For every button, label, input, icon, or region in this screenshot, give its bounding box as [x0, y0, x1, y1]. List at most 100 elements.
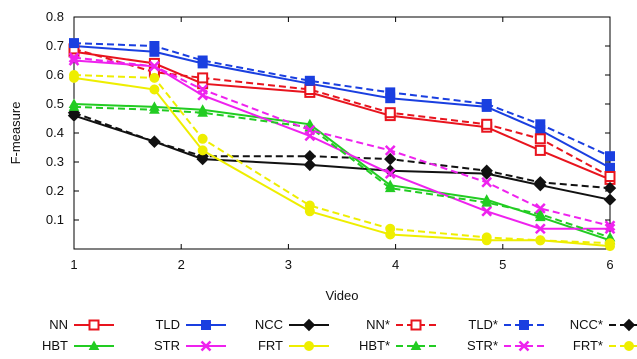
data-point	[69, 38, 79, 49]
legend-marker	[302, 318, 316, 332]
legend-item: TLD*	[468, 317, 544, 332]
data-point	[480, 164, 493, 177]
data-point	[481, 99, 492, 109]
legend-label: FRT	[258, 338, 283, 353]
legend-label: STR*	[467, 338, 498, 353]
legend-marker	[200, 340, 212, 352]
x-tick-label: 4	[392, 257, 399, 272]
data-point	[149, 72, 160, 83]
legend: NN TLD NCC NN* TLD* NCC* HBT STR FRT HBT* STR* FRT*	[42, 317, 637, 353]
series-str-star	[68, 52, 616, 232]
legend-item: NN*	[366, 317, 436, 332]
data-point	[605, 151, 615, 162]
series-hbt-star	[68, 101, 616, 242]
legend-item: FRT	[258, 338, 329, 353]
data-point	[534, 133, 546, 145]
legend-item: TLD	[155, 317, 226, 332]
legend-label: HBT	[42, 338, 68, 353]
data-point	[534, 176, 547, 189]
series-nn-star	[68, 43, 616, 182]
data-point	[197, 55, 208, 66]
series-frt	[69, 72, 615, 252]
legend-marker	[410, 319, 422, 331]
data-point	[384, 168, 396, 179]
data-point	[303, 149, 317, 163]
series-line	[73, 47, 611, 178]
y-tick-label: 0.7	[46, 38, 64, 53]
data-point	[69, 70, 79, 80]
data-point	[481, 232, 492, 243]
series-line	[73, 56, 611, 227]
data-point	[197, 145, 208, 156]
x-tick-label: 3	[285, 257, 292, 272]
series-ncc-star	[67, 106, 617, 195]
series-line	[73, 45, 611, 169]
y-tick-label: 0.5	[46, 96, 64, 111]
legend-item: HBT*	[359, 338, 436, 353]
legend-item: NCC	[255, 317, 329, 332]
data-point	[481, 118, 493, 130]
data-point	[304, 200, 315, 211]
data-point	[534, 144, 546, 156]
legend-marker	[304, 341, 314, 351]
legend-item: STR*	[467, 338, 544, 353]
legend-marker	[519, 320, 529, 330]
legend-item: NN	[49, 317, 114, 332]
legend-marker	[624, 341, 634, 351]
y-tick-label: 0.3	[46, 154, 64, 169]
series-line	[73, 105, 611, 239]
data-point	[385, 87, 396, 98]
y-tick-label: 0.6	[46, 67, 64, 82]
data-point	[149, 104, 160, 114]
legend-label: TLD*	[468, 317, 498, 332]
data-point	[385, 223, 396, 234]
series-tld-star	[69, 38, 615, 162]
legend-marker	[410, 340, 422, 350]
data-point	[534, 208, 546, 219]
series-line	[73, 50, 611, 181]
data-point	[149, 60, 160, 72]
data-point	[535, 119, 546, 130]
legend-label: HBT*	[359, 338, 390, 353]
legend-item: HBT	[42, 338, 114, 353]
y-axis-ticks: 0.1 0.2 0.3 0.4 0.5 0.6 0.7 0.8	[46, 9, 610, 227]
series-frt-star	[69, 70, 615, 249]
legend-label: STR	[154, 338, 180, 353]
data-point	[534, 203, 546, 214]
data-point	[384, 152, 397, 166]
x-tick-label: 2	[178, 257, 185, 272]
x-axis-ticks: 1 2 3 4 5 6	[70, 17, 614, 272]
legend-marker	[88, 340, 100, 350]
legend-marker	[201, 320, 211, 330]
data-point	[481, 205, 493, 217]
data-point	[603, 193, 617, 206]
x-tick-label: 1	[70, 257, 77, 272]
y-tick-label: 0.2	[46, 183, 64, 198]
data-point	[304, 84, 316, 95]
legend-marker	[518, 340, 530, 352]
series-layer	[67, 38, 617, 252]
data-point	[604, 171, 616, 182]
data-point	[197, 133, 208, 144]
legend-label: NN	[49, 317, 68, 332]
legend-marker	[88, 319, 100, 331]
legend-marker	[622, 318, 636, 332]
data-point	[535, 235, 546, 246]
data-point	[197, 84, 209, 95]
legend-label: NCC*	[570, 317, 603, 332]
data-point	[149, 41, 160, 51]
series-line	[73, 74, 611, 245]
data-point	[605, 162, 615, 173]
data-point	[197, 107, 208, 117]
x-tick-label: 5	[499, 257, 506, 272]
data-point	[68, 52, 80, 63]
data-point	[304, 124, 316, 136]
legend-label: NN*	[366, 317, 390, 332]
data-point	[481, 176, 493, 188]
data-point	[149, 84, 160, 95]
legend-label: FRT*	[573, 338, 603, 353]
data-point	[303, 158, 317, 172]
legend-item: STR	[154, 338, 226, 353]
data-point	[604, 220, 616, 232]
